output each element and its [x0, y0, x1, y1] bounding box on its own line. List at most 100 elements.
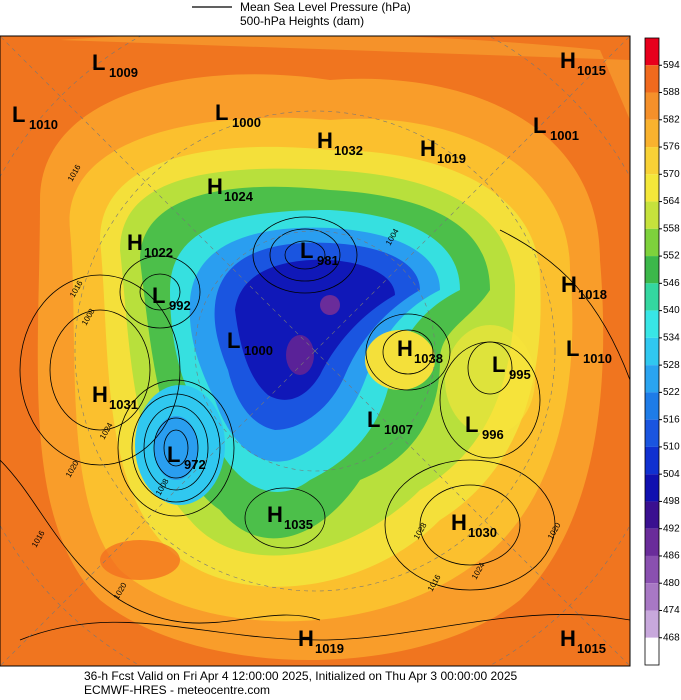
colorbar-label: 504	[663, 469, 680, 480]
center-value: 1009	[109, 65, 138, 80]
colorbar-label: 480	[663, 578, 680, 589]
center-value: 1000	[244, 343, 273, 358]
colorbar-band	[645, 610, 659, 638]
center-value: 1018	[578, 287, 607, 302]
center-value: 1035	[284, 517, 313, 532]
center-letter: L	[215, 100, 228, 125]
colorbar-label: 558	[663, 223, 680, 234]
center-letter: L	[300, 238, 313, 263]
colorbar-label: 474	[663, 605, 680, 616]
colorbar-band	[645, 583, 659, 611]
colorbar-band	[645, 446, 659, 475]
colorbar-label: 516	[663, 414, 680, 425]
center-value: 972	[184, 457, 206, 472]
center-letter: H	[127, 230, 143, 255]
center-letter: L	[12, 102, 25, 127]
center-value: 1010	[583, 351, 612, 366]
colorbar-label: 582	[663, 114, 680, 125]
legend-label: Mean Sea Level Pressure (hPa)	[240, 0, 411, 14]
colorbar-label: 570	[663, 169, 680, 180]
center-letter: L	[92, 50, 105, 75]
center-value: 996	[482, 427, 504, 442]
colorbar-band	[645, 528, 659, 556]
center-letter: H	[92, 382, 108, 407]
center-value: 1019	[437, 151, 466, 166]
center-value: 1031	[109, 397, 138, 412]
center-letter: H	[317, 128, 333, 153]
colorbar-band	[645, 474, 659, 502]
colorbar-label: 594	[663, 60, 680, 71]
center-value: 992	[169, 298, 191, 313]
colorbar-band	[645, 419, 659, 447]
center-value: 1030	[468, 525, 497, 540]
center-value: 1022	[144, 245, 173, 260]
center-value: 1015	[577, 641, 606, 656]
center-letter: H	[451, 510, 467, 535]
center-value: 1015	[577, 63, 606, 78]
colorbar-label: 552	[663, 251, 680, 262]
center-value: 1019	[315, 641, 344, 656]
colorbar-band	[645, 174, 659, 202]
center-value: 1038	[414, 351, 443, 366]
center-value: 1024	[224, 189, 254, 204]
colorbar-band	[645, 256, 659, 284]
footer-source: ECMWF-HRES - meteocentre.com	[84, 683, 270, 697]
colorbar-label: 540	[663, 305, 680, 316]
colorbar-band	[645, 337, 659, 366]
center-letter: L	[492, 352, 505, 377]
colorbar-label: 534	[663, 333, 680, 344]
colorbar-band	[645, 637, 659, 665]
colorbar-band	[645, 283, 659, 311]
colorbar-frame	[644, 37, 660, 666]
center-value: 1000	[232, 115, 261, 130]
center-letter: L	[566, 336, 579, 361]
center-letter: H	[560, 626, 576, 651]
colorbar-label: 546	[663, 278, 680, 289]
center-letter: H	[561, 272, 577, 297]
colorbar-band	[645, 92, 659, 120]
colorbar-label: 510	[663, 442, 680, 453]
center-letter: L	[167, 442, 180, 467]
center-value: 981	[317, 253, 339, 268]
colorbar-label: 486	[663, 551, 680, 562]
colorbar-label: 576	[663, 142, 680, 153]
legend-label: 500-hPa Heights (dam)	[240, 14, 364, 28]
map-frame	[0, 35, 631, 667]
colorbar-band	[645, 38, 659, 66]
center-letter: L	[227, 328, 240, 353]
colorbar-label: 498	[663, 496, 680, 507]
colorbar-band	[645, 365, 659, 393]
center-letter: H	[397, 336, 413, 361]
center-value: 1001	[550, 128, 579, 143]
colorbar-band	[645, 310, 659, 338]
colorbar-band	[645, 147, 659, 175]
colorbar-band	[645, 501, 659, 529]
colorbar-label: 522	[663, 387, 680, 398]
colorbar-band	[645, 392, 659, 420]
footer-valid: 36-h Fcst Valid on Fri Apr 4 12:00:00 20…	[84, 669, 518, 683]
colorbar-band	[645, 228, 659, 257]
colorbar-label: 588	[663, 87, 680, 98]
center-letter: H	[298, 626, 314, 651]
center-letter: H	[420, 136, 436, 161]
center-letter: L	[152, 283, 165, 308]
colorbar-band	[645, 65, 659, 93]
center-letter: L	[367, 407, 380, 432]
center-letter: H	[207, 174, 223, 199]
center-value: 995	[509, 367, 531, 382]
center-value: 1010	[29, 117, 58, 132]
center-value: 1007	[384, 422, 413, 437]
colorbar-band	[645, 555, 659, 584]
colorbar-band	[645, 201, 659, 229]
colorbar-label: 528	[663, 360, 680, 371]
colorbar-label: 492	[663, 523, 680, 534]
colorbar-band	[645, 119, 659, 148]
colorbar-label: 564	[663, 196, 680, 207]
colorbar-label: 468	[663, 632, 680, 643]
center-letter: L	[533, 113, 546, 138]
center-letter: H	[267, 502, 283, 527]
center-letter: H	[560, 48, 576, 73]
